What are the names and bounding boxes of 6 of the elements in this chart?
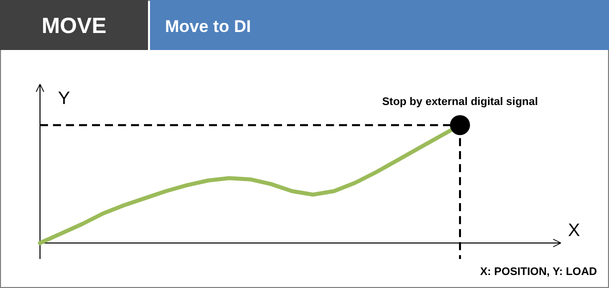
chart-title: MOVE bbox=[42, 13, 106, 38]
text: Stop by external digital signal bbox=[382, 96, 538, 108]
text: X bbox=[568, 220, 580, 240]
text: X: POSITION, Y: LOAD bbox=[480, 266, 598, 278]
chart-subtitle: Move to DI bbox=[165, 17, 251, 36]
y-axis-title: Y bbox=[58, 88, 70, 108]
